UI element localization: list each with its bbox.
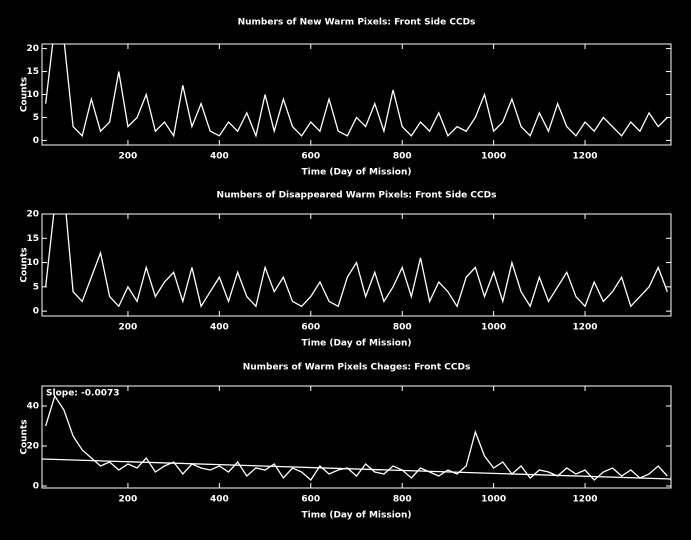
chart-title: Numbers of New Warm Pixels: Front Side C…	[238, 18, 476, 28]
y-tick-label: 0	[33, 136, 39, 146]
x-tick-label: 1000	[481, 495, 506, 505]
x-tick-label: 1200	[573, 323, 598, 333]
fit-line	[42, 458, 671, 480]
x-tick-label: 400	[210, 152, 229, 162]
y-axis-label: Counts	[20, 419, 30, 454]
x-axis-label: Time (Day of Mission)	[302, 339, 412, 349]
y-axis-label: Counts	[20, 77, 30, 112]
x-tick-label: 800	[393, 495, 412, 505]
y-tick-label: 5	[33, 113, 39, 123]
y-tick-label: 15	[26, 234, 39, 244]
y-tick-label: 20	[26, 442, 39, 452]
x-tick-label: 1200	[573, 152, 598, 162]
x-tick-label: 400	[210, 323, 229, 333]
y-tick-label: 20	[26, 210, 39, 220]
plot-frame	[41, 385, 672, 489]
x-tick-label: 600	[301, 323, 320, 333]
y-tick-label: 10	[26, 258, 39, 268]
y-axis-label: Counts	[20, 247, 30, 282]
plot-frame	[41, 213, 672, 317]
y-tick-label: 10	[26, 90, 39, 100]
x-tick-label: 200	[119, 495, 138, 505]
chart-title: Numbers of Disappeared Warm Pixels: Fron…	[217, 191, 497, 201]
x-tick-label: 600	[301, 495, 320, 505]
annotation: Slope: -0.0073	[46, 389, 120, 399]
y-tick-label: 40	[26, 402, 39, 412]
x-tick-label: 600	[301, 152, 320, 162]
x-tick-label: 800	[393, 323, 412, 333]
x-tick-label: 200	[119, 152, 138, 162]
x-axis-label: Time (Day of Mission)	[302, 168, 412, 178]
x-axis-label: Time (Day of Mission)	[302, 511, 412, 521]
y-tick-label: 15	[26, 67, 39, 77]
y-tick-label: 5	[33, 282, 39, 292]
x-tick-label: 1000	[481, 323, 506, 333]
data-line	[45, 214, 668, 308]
x-tick-label: 200	[119, 323, 138, 333]
plot-frame	[41, 43, 672, 146]
x-tick-label: 1200	[573, 495, 598, 505]
x-tick-label: 400	[210, 495, 229, 505]
data-line	[45, 394, 668, 481]
chart-title: Numbers of Warm Pixels Chages: Front CCD…	[243, 363, 471, 373]
y-tick-label: 0	[33, 307, 39, 317]
x-tick-label: 1000	[481, 152, 506, 162]
y-tick-label: 20	[26, 44, 39, 54]
y-tick-label: 0	[33, 482, 39, 492]
data-line	[45, 44, 668, 139]
x-tick-label: 800	[393, 152, 412, 162]
